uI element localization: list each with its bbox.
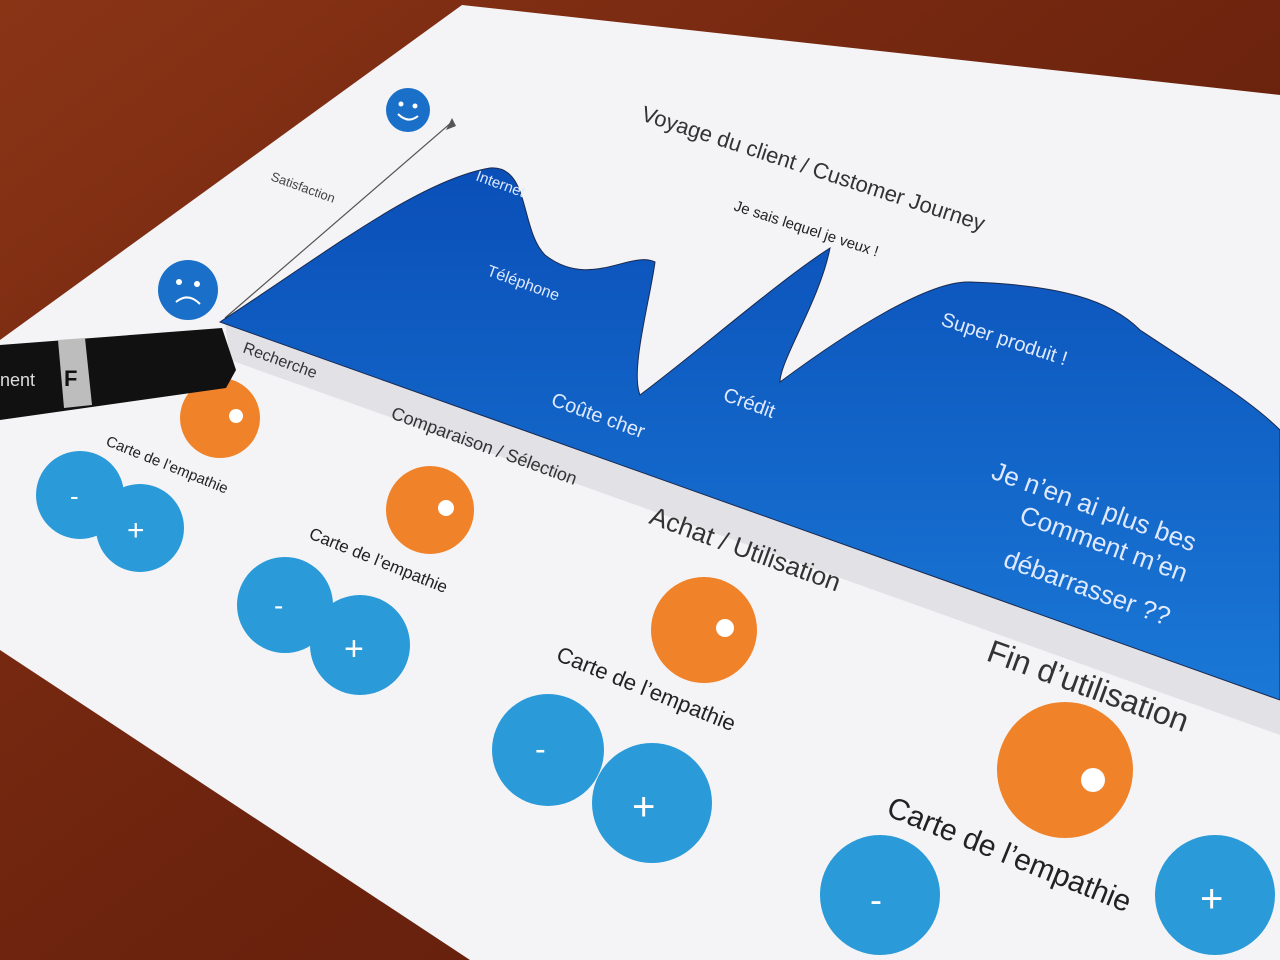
orange-face-sticker — [997, 702, 1133, 838]
sad-face-icon — [158, 260, 218, 320]
stage-band — [225, 322, 1280, 735]
happy-face-icon — [386, 88, 430, 132]
orange-face-sticker — [180, 378, 260, 458]
minus-sticker — [492, 694, 604, 806]
minus-sticker — [237, 557, 333, 653]
minus-icon: - — [70, 481, 79, 511]
plus-icon: + — [632, 785, 655, 829]
minus-icon: - — [535, 731, 546, 767]
marker-text: nent — [0, 370, 35, 390]
axis-arrow-icon — [446, 118, 456, 130]
orange-face-sticker — [651, 577, 757, 683]
plus-sticker — [310, 595, 410, 695]
minus-sticker — [820, 835, 940, 955]
minus-icon: - — [870, 879, 882, 920]
plus-icon: + — [344, 630, 364, 668]
marker-pen: F nent — [0, 328, 236, 420]
plus-sticker — [1155, 835, 1275, 955]
satisfaction-curve-area — [218, 167, 1280, 701]
orange-face-sticker — [386, 466, 474, 554]
y-axis-line — [224, 121, 453, 319]
plus-icon: + — [1200, 877, 1223, 921]
plus-icon: + — [127, 514, 145, 547]
marker-cap-letter: F — [64, 366, 77, 391]
plus-sticker — [592, 743, 712, 863]
marker-cap-band — [58, 338, 92, 408]
minus-icon: - — [274, 590, 283, 621]
plus-sticker — [96, 484, 184, 572]
